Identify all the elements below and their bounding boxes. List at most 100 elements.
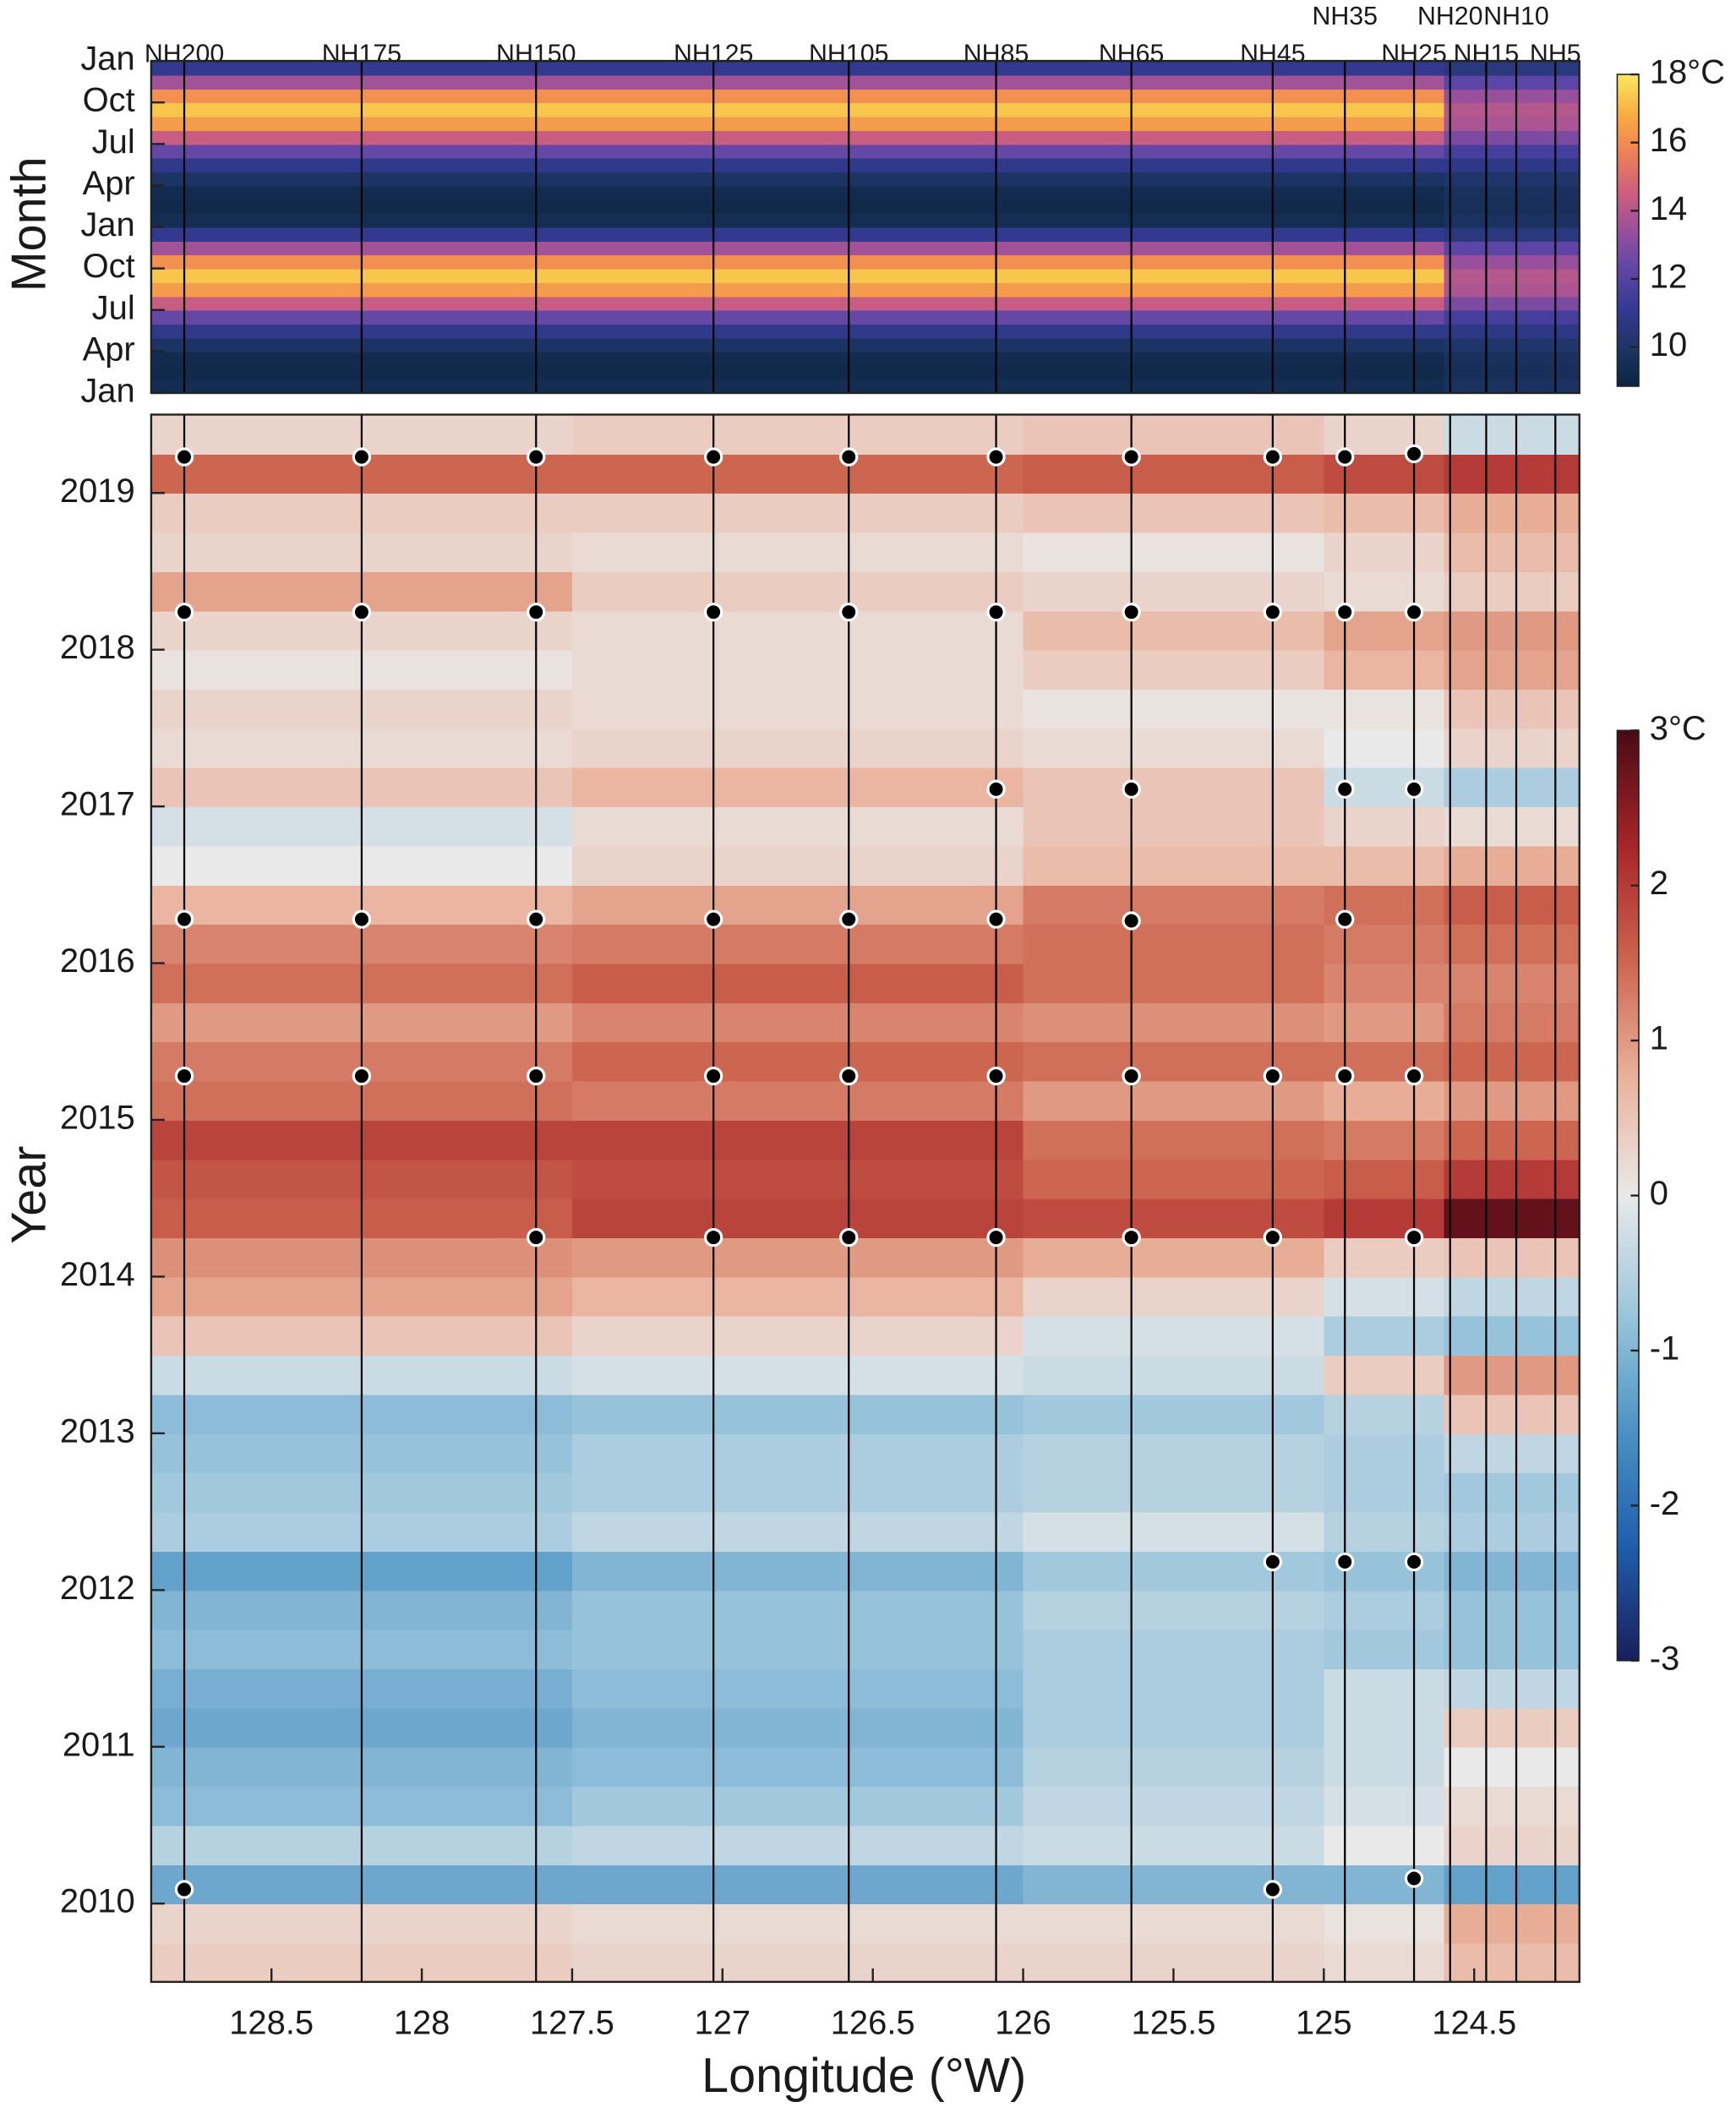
- heatmap-cell: [1444, 116, 1580, 131]
- x-tick-label: 124.5: [1432, 2005, 1516, 2042]
- heatmap-cell: [1444, 351, 1580, 367]
- station-label: NH200: [145, 41, 224, 68]
- heatmap-cell: [150, 102, 1445, 117]
- heatmap-cell: [1324, 1159, 1445, 1199]
- heatmap-cell: [150, 282, 1445, 298]
- heatmap-cell: [571, 1237, 1024, 1278]
- colorbar-tick-label: 0: [1650, 1175, 1668, 1212]
- sample-point: [1263, 602, 1283, 622]
- plot-frame: [150, 59, 1580, 395]
- heatmap-cell: [1444, 1668, 1580, 1709]
- heatmap-cell: [571, 1864, 1024, 1905]
- colorbar-tick-label: -2: [1650, 1485, 1680, 1522]
- heatmap-cell: [1444, 74, 1580, 90]
- station-label: NH5: [1530, 41, 1581, 68]
- heatmap-cell: [1444, 61, 1580, 76]
- x-axis-label: Longitude (°W): [701, 2049, 1026, 2103]
- heatmap-cell: [150, 88, 1445, 104]
- heatmap-cell: [571, 649, 1024, 691]
- heatmap-cell: [1023, 963, 1325, 1003]
- heatmap-cell: [1444, 884, 1580, 925]
- sample-point: [1335, 779, 1355, 799]
- heatmap-cell: [1324, 1002, 1445, 1043]
- station-label: NH85: [964, 41, 1029, 68]
- heatmap-cell: [1444, 1433, 1580, 1474]
- heatmap-cell: [1324, 1942, 1445, 1983]
- sample-point: [527, 447, 546, 467]
- sample-point: [839, 909, 859, 929]
- heatmap-cell: [1444, 571, 1580, 612]
- heatmap-cell: [1444, 1041, 1580, 1082]
- heatmap-cell: [1444, 1590, 1580, 1630]
- station-label: NH10: [1483, 3, 1549, 30]
- heatmap-cell: [1023, 806, 1325, 847]
- plot-frame: [150, 413, 1580, 1984]
- heatmap-cell: [1324, 1903, 1445, 1944]
- heatmap-cell: [571, 1355, 1024, 1395]
- y-tick-label: 2014: [60, 1256, 135, 1293]
- heatmap-cell: [1444, 493, 1580, 533]
- sample-point: [839, 1066, 859, 1086]
- heatmap-cell: [1444, 1629, 1580, 1669]
- heatmap-cell: [571, 1472, 1024, 1513]
- heatmap-cell: [1444, 324, 1580, 339]
- colorbar-tick-label: 10: [1650, 326, 1687, 363]
- heatmap-cell: [1444, 1707, 1580, 1748]
- heatmap-cell: [1324, 1355, 1445, 1395]
- heatmap-cell: [571, 1825, 1024, 1865]
- heatmap-cell: [1444, 728, 1580, 768]
- heatmap-cell: [571, 728, 1024, 768]
- sample-point: [703, 602, 723, 622]
- sample-point: [1335, 602, 1355, 622]
- heatmap-cell: [150, 213, 1445, 228]
- heatmap-cell: [1023, 532, 1325, 572]
- heatmap-cell: [1324, 1276, 1445, 1317]
- sample-point: [1122, 1227, 1141, 1248]
- heatmap-cell: [150, 129, 1445, 145]
- heatmap-cell: [1444, 1825, 1580, 1865]
- heatmap-cell: [150, 144, 1445, 159]
- heatmap-cell: [1444, 309, 1580, 325]
- heatmap-cell: [1444, 1786, 1580, 1826]
- x-tick-label: 126.5: [831, 2005, 915, 2042]
- heatmap-cell: [1324, 1080, 1445, 1121]
- sample-point: [1263, 1880, 1283, 1899]
- heatmap-cell: [1324, 1825, 1445, 1865]
- sample-point: [1263, 447, 1283, 467]
- y-tick-label: Jul: [92, 289, 135, 326]
- heatmap-cell: [1444, 1198, 1580, 1239]
- heatmap-cell: [1444, 689, 1580, 729]
- sample-point: [527, 1227, 546, 1248]
- heatmap-cell: [1023, 1002, 1325, 1043]
- y-tick-label: 2011: [63, 1726, 135, 1763]
- colorbar: [1616, 74, 1640, 387]
- heatmap-cell: [1023, 689, 1325, 729]
- sample-point: [839, 1227, 859, 1248]
- heatmap-cell: [571, 1511, 1024, 1552]
- y-tick-label: Jan: [80, 206, 134, 243]
- x-tick-label: 127: [695, 2005, 751, 2042]
- heatmap-cell: [571, 1707, 1024, 1748]
- heatmap-cell: [1324, 728, 1445, 768]
- heatmap-cell: [150, 227, 1445, 242]
- y-tick-label: 2013: [60, 1412, 135, 1450]
- y-tick-label: Apr: [83, 165, 135, 202]
- heatmap-cell: [1444, 1903, 1580, 1944]
- heatmap-cell: [571, 884, 1024, 925]
- heatmap-cell: [1023, 1786, 1325, 1826]
- heatmap-cell: [1444, 1511, 1580, 1552]
- sample-point: [703, 447, 723, 467]
- heatmap-cell: [150, 116, 1445, 131]
- heatmap-cell: [1444, 1942, 1580, 1983]
- heatmap-cell: [1444, 1119, 1580, 1160]
- sample-point: [703, 1066, 723, 1086]
- x-tick-label: 128: [394, 2005, 450, 2042]
- colorbar-tick-label: 2: [1650, 865, 1668, 902]
- heatmap-cell: [1444, 296, 1580, 311]
- heatmap-cell: [1444, 414, 1580, 455]
- heatmap-cell: [1444, 767, 1580, 808]
- sample-point: [1404, 779, 1424, 799]
- sample-point: [703, 909, 723, 929]
- sample-point: [352, 602, 372, 622]
- heatmap-cell: [1023, 1119, 1325, 1160]
